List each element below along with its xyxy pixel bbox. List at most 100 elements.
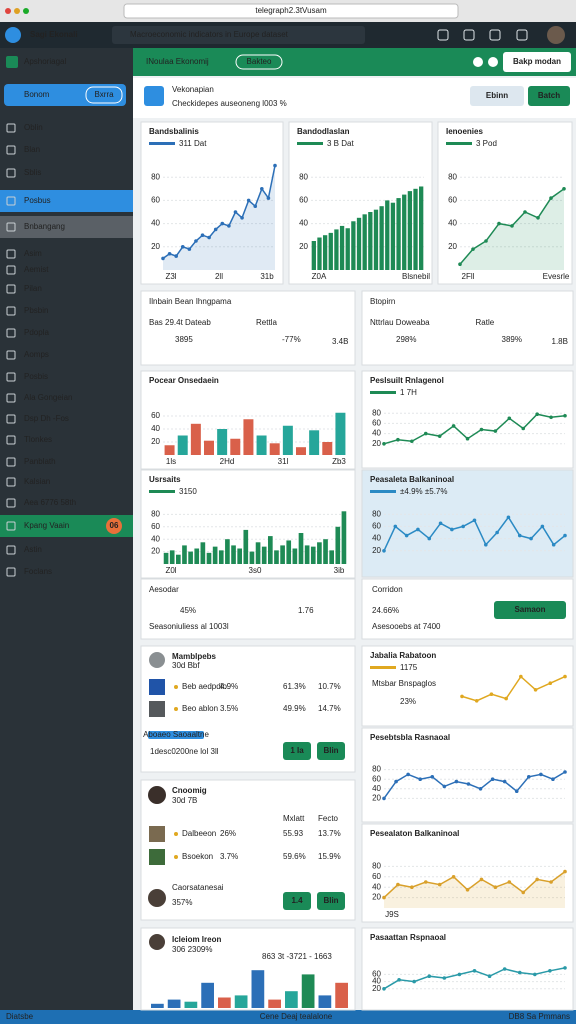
- search-box[interactable]: [112, 26, 365, 44]
- point: [393, 524, 398, 529]
- point: [474, 699, 479, 703]
- point: [382, 442, 386, 446]
- active-item[interactable]: [4, 84, 126, 106]
- point: [180, 245, 185, 249]
- stats-label: Rettla: [256, 318, 277, 327]
- stats-value: ‑77%: [282, 335, 301, 344]
- bar: [282, 425, 293, 455]
- legend-label: 1175: [400, 663, 418, 672]
- row-b: 61.3%: [283, 682, 306, 691]
- point: [536, 216, 540, 220]
- card: [437, 121, 573, 285]
- y-tick-label: 40: [372, 977, 381, 986]
- bar: [243, 419, 254, 455]
- chart-label: Mtsbar Bnspaglos: [372, 679, 436, 688]
- row-dot: [174, 707, 178, 711]
- header-icon[interactable]: [516, 29, 528, 41]
- topbar-icon[interactable]: [473, 57, 483, 67]
- point: [563, 966, 567, 970]
- y-tick-label: 40: [151, 534, 160, 543]
- point: [450, 527, 454, 532]
- bar: [341, 511, 347, 564]
- button[interactable]: [283, 892, 311, 910]
- legend-swatch: [370, 391, 396, 394]
- bar: [335, 526, 341, 564]
- point: [461, 524, 465, 529]
- bar: [292, 548, 298, 564]
- chart-title: Pocear Onsedaein: [149, 376, 219, 385]
- bar: [285, 991, 298, 1008]
- point: [442, 976, 447, 980]
- y-tick-label: 40: [372, 534, 381, 543]
- status-right: DB8 Sa Pmmans: [509, 1012, 570, 1021]
- line: [383, 870, 566, 899]
- sidebar-item: Aemist: [24, 265, 49, 274]
- button[interactable]: [503, 52, 571, 72]
- point: [266, 196, 271, 200]
- sidebar-icon: [6, 284, 16, 294]
- chart-title: Ienoenies: [446, 127, 483, 136]
- window-max[interactable]: [23, 8, 29, 14]
- url-box[interactable]: [123, 3, 459, 19]
- header-icon[interactable]: [463, 29, 475, 41]
- sidebar-item: Pilan: [24, 284, 42, 293]
- bar: [237, 548, 242, 564]
- y-tick-label: 20: [299, 242, 308, 251]
- button[interactable]: [317, 742, 345, 760]
- window-min[interactable]: [14, 8, 20, 14]
- badge: [106, 518, 122, 534]
- sidebar-icon: [6, 196, 16, 206]
- header-icon[interactable]: [437, 29, 449, 41]
- bar: [335, 982, 348, 1008]
- legend-swatch: [149, 142, 175, 145]
- button[interactable]: [470, 86, 524, 106]
- button-label: Ebinn: [486, 91, 508, 100]
- sidebar-item: Tlonkes: [24, 435, 52, 444]
- point: [507, 880, 512, 884]
- point: [549, 196, 553, 200]
- point: [404, 533, 409, 538]
- button[interactable]: [528, 86, 570, 106]
- logo[interactable]: [5, 27, 21, 43]
- button[interactable]: [494, 601, 566, 619]
- point: [549, 415, 553, 420]
- button[interactable]: [317, 892, 345, 910]
- point: [423, 880, 428, 884]
- point: [504, 696, 508, 701]
- x-tick-label: Blsnebil: [402, 272, 430, 281]
- x-tick-label: 2Fll: [462, 272, 475, 281]
- list-header: Mxlatt: [283, 814, 305, 823]
- header-icon[interactable]: [489, 29, 501, 41]
- sidebar-icon: [6, 123, 16, 133]
- bar: [251, 970, 265, 1008]
- y-tick-label: 40: [151, 424, 160, 433]
- point: [397, 978, 401, 982]
- chart-title: Pasaattan Rspnaoal: [370, 933, 446, 942]
- point: [533, 688, 538, 692]
- button-label: Batch: [538, 91, 560, 100]
- x-tick-label: 1ls: [166, 457, 176, 466]
- user-avatar[interactable]: [547, 26, 565, 44]
- y-tick-label: 80: [372, 862, 381, 871]
- list-tag: [148, 731, 204, 739]
- point: [548, 969, 552, 973]
- stats-note: 1.8B: [552, 337, 568, 346]
- bar: [218, 997, 231, 1008]
- point: [514, 789, 519, 793]
- y-tick-label: 80: [299, 172, 308, 181]
- legend-swatch: [370, 666, 396, 669]
- button-label: 1.4: [291, 896, 303, 905]
- topbar-tag: [235, 54, 283, 70]
- window-close[interactable]: [5, 8, 11, 14]
- x-tick-label: Z0l: [165, 566, 176, 575]
- button[interactable]: [283, 742, 311, 760]
- bar: [368, 212, 373, 270]
- point: [495, 530, 499, 535]
- point: [490, 777, 495, 781]
- bar: [402, 194, 407, 270]
- chart-title: Peasaleta Balkaninoal: [370, 475, 454, 484]
- topbar-icon[interactable]: [488, 57, 498, 67]
- bar: [200, 542, 206, 564]
- sidebar-icon: [6, 145, 16, 155]
